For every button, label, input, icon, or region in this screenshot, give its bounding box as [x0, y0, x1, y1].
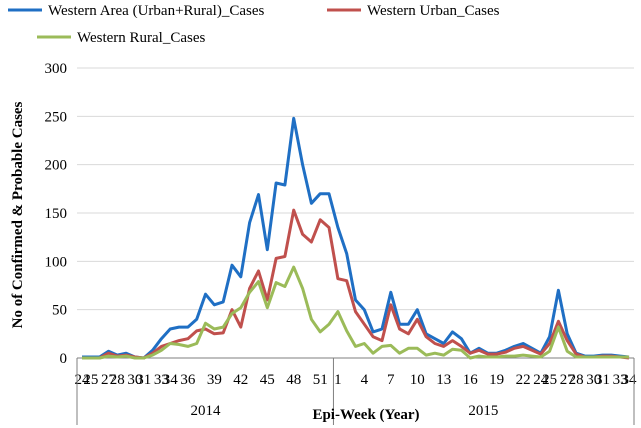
x-tick-label: 13 [436, 372, 451, 388]
x-tick-label: 7 [387, 372, 395, 388]
x-tick-label: 31 [136, 372, 151, 388]
year-label-2014: 2014 [191, 403, 222, 419]
x-tick-label: 31 [595, 372, 610, 388]
x-tick-label: 24 [75, 372, 91, 388]
year-label-2015: 2015 [468, 403, 498, 419]
legend-label-1: Western Urban_Cases [367, 3, 500, 19]
y-tick-label: 300 [45, 61, 68, 77]
y-axis-ticks: 0 50 100 150 200 250 300 [45, 61, 68, 367]
x-tick-label: 27 [101, 372, 117, 388]
x-tick-label: 25 [83, 372, 98, 388]
x-tick-label: 33 [613, 372, 628, 388]
x-tick-label: 36 [180, 372, 196, 388]
x-tick-label: 34 [163, 372, 179, 388]
legend: Western Area (Urban+Rural)_Cases Western … [8, 3, 500, 46]
y-axis-title: No of Confirmed & Probable Cases [10, 101, 26, 328]
gridlines [77, 67, 634, 311]
series-line-2 [82, 265, 629, 360]
x-tick-label: 24 [533, 372, 549, 388]
series-line-0 [82, 116, 630, 360]
y-tick-label: 200 [45, 158, 68, 174]
x-tick-label: 39 [207, 372, 222, 388]
y-tick-label: 250 [45, 109, 68, 125]
x-tick-label: 48 [286, 372, 301, 388]
x-tick-label: 30 [586, 372, 601, 388]
x-tick-label: 51 [313, 372, 328, 388]
y-tick-label: 50 [52, 303, 67, 319]
x-axis-title: Epi-Week (Year) [312, 407, 419, 423]
x-tick-label: 33 [154, 372, 169, 388]
x-tick-label: 16 [463, 372, 479, 388]
x-tick-label: 1 [334, 372, 342, 388]
x-tick-label: 34 [622, 372, 638, 388]
series-lines [82, 116, 630, 360]
x-tick-label: 45 [260, 372, 275, 388]
x-tick-label: 25 [542, 372, 557, 388]
y-tick-label: 100 [45, 254, 68, 270]
legend-label-0: Western Area (Urban+Rural)_Cases [48, 3, 265, 19]
x-tick-label: 19 [489, 372, 504, 388]
x-tick-label: 10 [410, 372, 425, 388]
y-tick-label: 150 [45, 206, 68, 222]
x-tick-label: 30 [127, 372, 142, 388]
x-tick-label: 42 [233, 372, 248, 388]
x-tick-label: 27 [560, 372, 576, 388]
x-tick-label: 4 [361, 372, 369, 388]
x-tick-label: 22 [516, 372, 531, 388]
legend-label-2: Western Rural_Cases [77, 30, 206, 46]
x-tick-label: 28 [110, 372, 125, 388]
y-tick-label: 0 [60, 351, 68, 367]
x-tick-label: 28 [569, 372, 584, 388]
